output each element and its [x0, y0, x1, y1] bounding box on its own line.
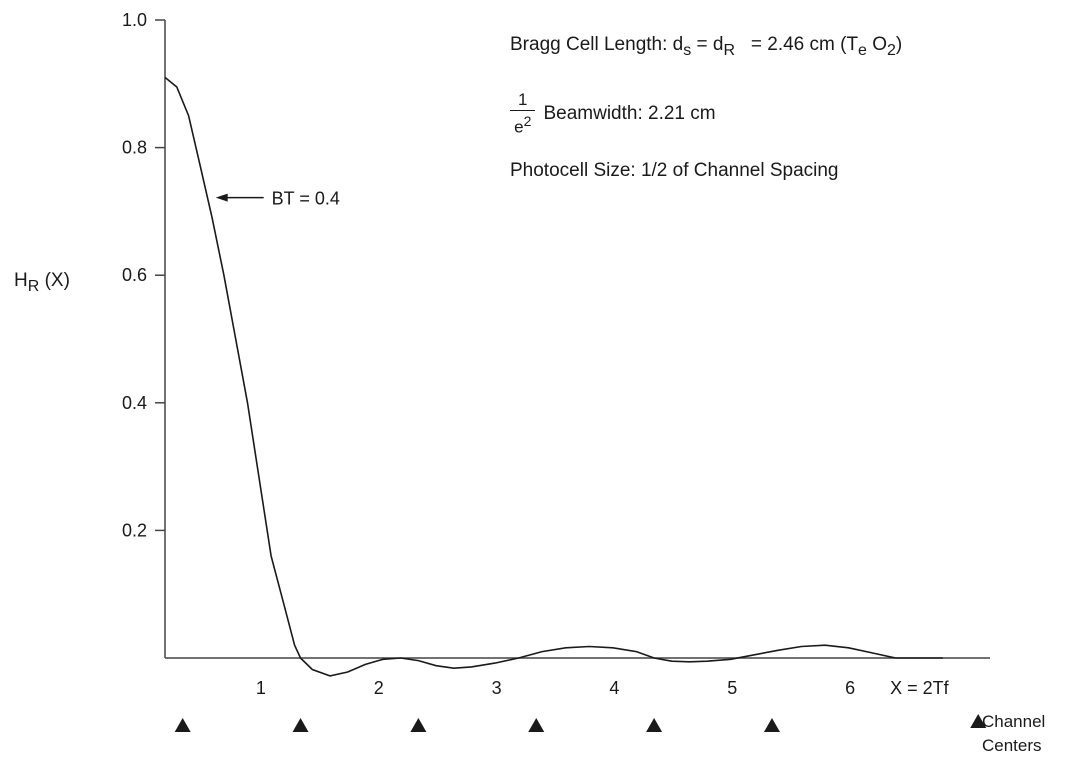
channel-center-legend-marker	[970, 714, 987, 728]
y-tick-label: 0.4	[122, 393, 147, 413]
y-tick-label: 1.0	[122, 10, 147, 30]
x-tick-label: 2	[374, 678, 384, 698]
channel-centers-label: Channel Centers	[982, 712, 1046, 755]
annotation-photocell: Photocell Size: 1/2 of Channel Spacing	[510, 160, 839, 181]
channel-center-marker	[646, 718, 663, 732]
y-axis-label-sub: R	[27, 278, 40, 295]
y-axis-label: HR (X)	[14, 270, 70, 295]
x-tick-label: 4	[609, 678, 619, 698]
y-tick-label: 0.6	[122, 265, 147, 285]
annotation-beamwidth: 1 e2 Beamwidth: 2.21 cm	[510, 90, 716, 138]
x-tick-label: 3	[492, 678, 502, 698]
series-line	[164, 76, 943, 677]
x-axis-label: X = 2Tf	[890, 678, 950, 698]
channel-center-marker	[763, 718, 780, 732]
channel-center-marker	[292, 718, 309, 732]
beamwidth-fraction: 1 e2	[510, 90, 536, 138]
bt-label: BT = 0.4	[272, 189, 340, 209]
y-axis-label-tail: (X)	[39, 270, 70, 291]
y-axis-label-main: H	[14, 270, 28, 291]
x-tick-label: 6	[845, 678, 855, 698]
annotation-bragg-cell: Bragg Cell Length: ds = dR = 2.46 cm (Te…	[510, 34, 903, 59]
channel-center-marker	[410, 718, 427, 732]
bt-arrow-head	[215, 193, 228, 202]
channel-center-marker	[174, 718, 191, 732]
y-tick-label: 0.2	[122, 520, 147, 540]
y-tick-label: 0.8	[122, 138, 147, 158]
x-tick-label: 5	[727, 678, 737, 698]
x-tick-label: 1	[256, 678, 266, 698]
channel-center-marker	[528, 718, 545, 732]
